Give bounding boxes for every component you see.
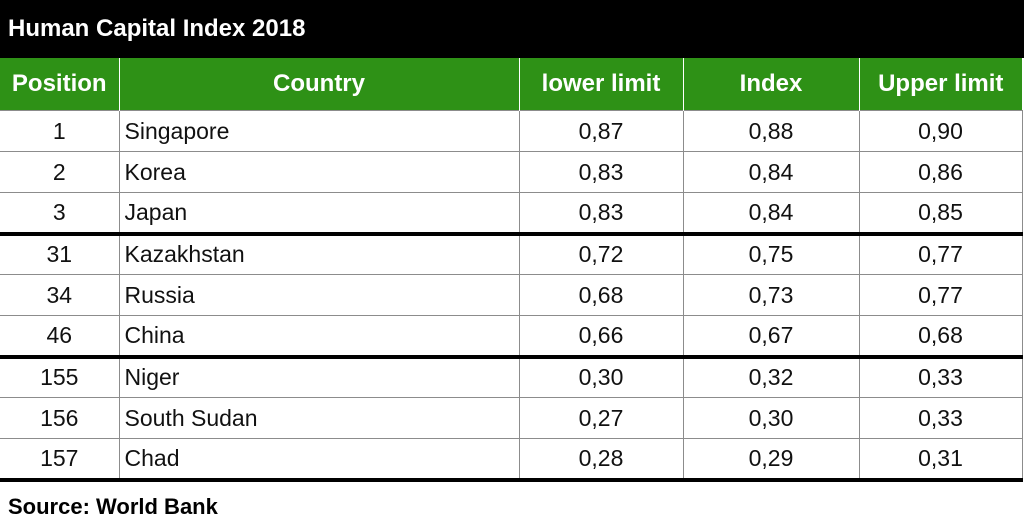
header-row: Position Country lower limit Index Upper… bbox=[0, 58, 1022, 111]
cell-index: 0,29 bbox=[682, 438, 860, 482]
cell-lower-limit: 0,83 bbox=[518, 151, 684, 193]
cell-upper-limit: 0,77 bbox=[858, 231, 1023, 275]
cell-lower-limit: 0,87 bbox=[518, 110, 684, 152]
cell-country: Russia bbox=[118, 274, 520, 316]
table-row: 34 Russia 0,68 0,73 0,77 bbox=[0, 274, 1023, 316]
header-position: Position bbox=[0, 58, 120, 111]
cell-index: 0,84 bbox=[682, 192, 860, 234]
table-row: 1 Singapore 0,87 0,88 0,90 bbox=[0, 110, 1023, 152]
cell-country: Korea bbox=[118, 151, 520, 193]
cell-upper-limit: 0,86 bbox=[858, 151, 1023, 193]
cell-position: 157 bbox=[0, 438, 120, 482]
cell-position: 155 bbox=[0, 354, 120, 398]
cell-index: 0,32 bbox=[682, 354, 860, 398]
table-row: 31 Kazakhstan 0,72 0,75 0,77 bbox=[0, 231, 1023, 275]
table-row: 46 China 0,66 0,67 0,68 bbox=[0, 315, 1023, 357]
table-row: 3 Japan 0,83 0,84 0,85 bbox=[0, 192, 1023, 234]
cell-position: 156 bbox=[0, 397, 120, 439]
header-upper-limit: Upper limit bbox=[859, 58, 1022, 111]
cell-position: 34 bbox=[0, 274, 120, 316]
header-country: Country bbox=[119, 58, 520, 111]
cell-country: Japan bbox=[118, 192, 520, 234]
cell-lower-limit: 0,72 bbox=[518, 231, 684, 275]
cell-lower-limit: 0,28 bbox=[518, 438, 684, 482]
cell-upper-limit: 0,31 bbox=[858, 438, 1023, 482]
cell-upper-limit: 0,85 bbox=[858, 192, 1023, 234]
cell-country: Singapore bbox=[118, 110, 520, 152]
cell-lower-limit: 0,27 bbox=[518, 397, 684, 439]
cell-country: Niger bbox=[118, 354, 520, 398]
header-lower-limit: lower limit bbox=[519, 58, 684, 111]
table-row: 157 Chad 0,28 0,29 0,31 bbox=[0, 438, 1023, 482]
cell-lower-limit: 0,30 bbox=[518, 354, 684, 398]
cell-lower-limit: 0,66 bbox=[518, 315, 684, 357]
table-row: 156 South Sudan 0,27 0,30 0,33 bbox=[0, 397, 1023, 439]
cell-upper-limit: 0,77 bbox=[858, 274, 1023, 316]
cell-lower-limit: 0,68 bbox=[518, 274, 684, 316]
cell-position: 31 bbox=[0, 231, 120, 275]
table-title: Human Capital Index 2018 bbox=[0, 0, 1024, 58]
cell-country: Kazakhstan bbox=[118, 231, 520, 275]
cell-country: Chad bbox=[118, 438, 520, 482]
cell-index: 0,67 bbox=[682, 315, 860, 357]
cell-country: China bbox=[118, 315, 520, 357]
hci-table: Position Country lower limit Index Upper… bbox=[0, 58, 1023, 482]
cell-index: 0,75 bbox=[682, 231, 860, 275]
table-row: 2 Korea 0,83 0,84 0,86 bbox=[0, 151, 1023, 193]
cell-index: 0,84 bbox=[682, 151, 860, 193]
cell-index: 0,88 bbox=[682, 110, 860, 152]
table-row: 155 Niger 0,30 0,32 0,33 bbox=[0, 354, 1023, 398]
cell-country: South Sudan bbox=[118, 397, 520, 439]
cell-index: 0,73 bbox=[682, 274, 860, 316]
cell-position: 2 bbox=[0, 151, 120, 193]
cell-position: 1 bbox=[0, 110, 120, 152]
cell-index: 0,30 bbox=[682, 397, 860, 439]
source-note: Source: World Bank bbox=[8, 494, 218, 519]
cell-position: 3 bbox=[0, 192, 120, 234]
cell-upper-limit: 0,33 bbox=[858, 397, 1023, 439]
cell-position: 46 bbox=[0, 315, 120, 357]
cell-upper-limit: 0,68 bbox=[858, 315, 1023, 357]
cell-lower-limit: 0,83 bbox=[518, 192, 684, 234]
header-index: Index bbox=[683, 58, 860, 111]
cell-upper-limit: 0,90 bbox=[858, 110, 1023, 152]
cell-upper-limit: 0,33 bbox=[858, 354, 1023, 398]
